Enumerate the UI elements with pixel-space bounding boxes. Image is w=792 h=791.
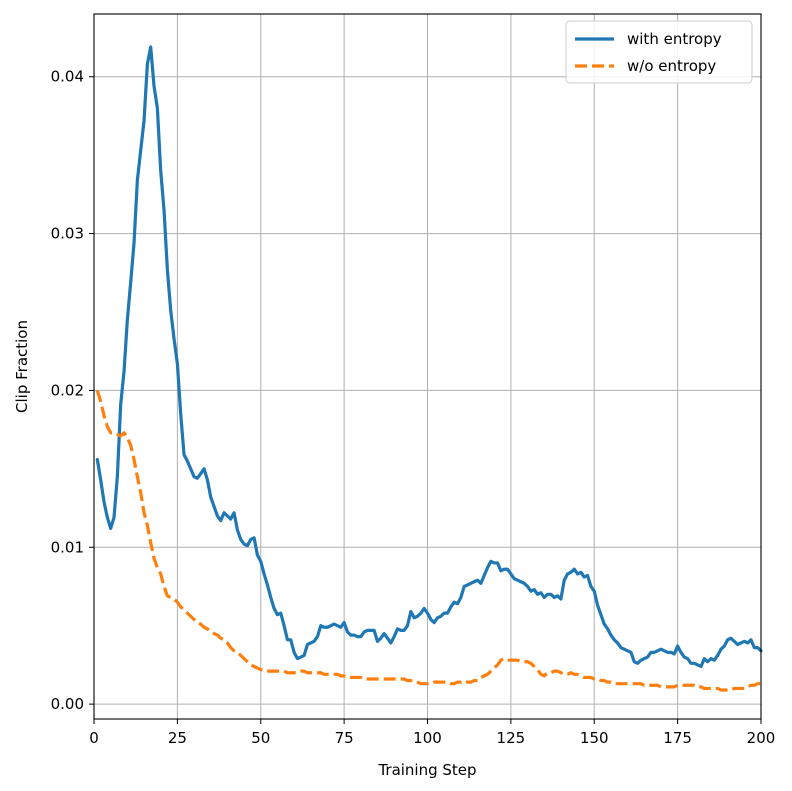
- x-tick-label: 75: [335, 729, 354, 747]
- x-tick-label: 25: [168, 729, 187, 747]
- x-tick-label: 100: [413, 729, 442, 747]
- legend-label-1: with entropy: [627, 30, 722, 48]
- y-axis-label: Clip Fraction: [13, 320, 31, 413]
- legend-label-2: w/o entropy: [627, 57, 716, 75]
- y-tick-label: 0.02: [51, 381, 84, 399]
- series-line-2: [95, 389, 761, 692]
- x-axis-ticks: 0 25 50 75 100 125 150 175 200: [89, 719, 775, 747]
- series-line-1: [95, 45, 763, 669]
- y-tick-label: 0.03: [51, 225, 84, 243]
- legend: with entropy w/o entropy: [565, 20, 753, 84]
- x-tick-label: 50: [251, 729, 270, 747]
- x-tick-label: 150: [580, 729, 609, 747]
- y-tick-label: 0.00: [51, 695, 84, 713]
- y-tick-label: 0.04: [51, 68, 84, 86]
- x-tick-label: 0: [89, 729, 99, 747]
- series-layer: [95, 45, 763, 692]
- x-axis-label: Training Step: [377, 761, 476, 779]
- y-tick-label: 0.01: [51, 538, 84, 556]
- y-axis-ticks: 0.00 0.01 0.02 0.03 0.04: [51, 68, 94, 713]
- x-tick-label: 175: [663, 729, 692, 747]
- x-tick-label: 125: [497, 729, 526, 747]
- x-tick-label: 200: [747, 729, 776, 747]
